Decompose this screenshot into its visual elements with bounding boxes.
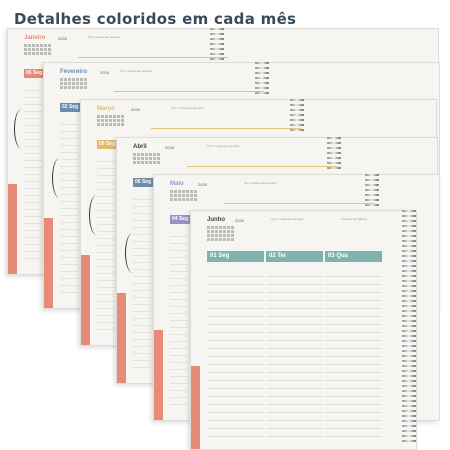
mini-calendar: [24, 44, 51, 55]
headline: Detalhes coloridos em cada mês: [14, 10, 297, 28]
doodle: [125, 233, 140, 273]
spiral-binding: [255, 62, 269, 102]
color-strip: [8, 184, 17, 274]
day-tab-01: 01 Seg: [207, 251, 264, 262]
ruled-lines: [97, 155, 115, 335]
color-strip: [191, 366, 200, 449]
spiral-binding: [402, 210, 416, 448]
year-label: 2026: [165, 145, 174, 150]
month-title: Junho: [207, 217, 225, 223]
day-tab: 05 Seg: [24, 69, 44, 78]
day-tab: 06 Seg: [133, 178, 153, 187]
year-label: 2026: [58, 36, 67, 41]
divider: [114, 91, 264, 92]
year-label: 2026: [100, 70, 109, 75]
doodle: [89, 195, 104, 235]
color-strip: [117, 293, 126, 383]
day-tab: 09 Seg: [97, 140, 117, 149]
habits-note: Controle de hábitos: [341, 217, 368, 221]
divider: [78, 57, 228, 58]
year-label: 2026: [198, 182, 207, 187]
goals-note: Top 3 metas da semana: [171, 106, 204, 110]
color-strip: [154, 330, 163, 420]
goals-note: Top 3 metas da semana: [207, 144, 240, 148]
planner-junho: Junho 2026 Top 3 metas da semana Control…: [190, 210, 417, 450]
day-column-03: [325, 269, 382, 439]
mini-calendar: [133, 153, 160, 164]
spiral-binding: [290, 99, 304, 139]
day-tab-02: 02 Ter: [266, 251, 323, 262]
month-title: Fevereiro: [60, 69, 88, 75]
goals-note: Top 3 metas da semana: [88, 35, 121, 39]
goals-note: Top 3 metas da semana: [120, 69, 153, 73]
ruled-lines: [133, 193, 151, 373]
ruled-lines: [24, 84, 42, 264]
divider: [187, 166, 337, 167]
day-tab: 04 Seg: [170, 215, 190, 224]
goals-note: Top 3 metas da semana: [271, 217, 304, 221]
month-title: Março: [97, 106, 115, 112]
year-label: 2026: [235, 218, 244, 223]
year-label: 2026: [131, 107, 140, 112]
ruled-lines: [170, 230, 188, 410]
day-column-02: [266, 269, 323, 439]
color-strip: [44, 218, 53, 308]
color-strip: [81, 255, 90, 345]
month-title: Janeiro: [24, 35, 46, 41]
spiral-binding: [365, 174, 379, 214]
mini-calendar: [97, 115, 124, 126]
ruled-lines: [60, 118, 78, 298]
month-title: Maio: [170, 181, 184, 187]
mini-calendar: [60, 78, 87, 89]
goals-note: Top 3 metas da semana: [244, 181, 277, 185]
divider: [224, 203, 374, 204]
day-tab: 02 Seg: [60, 103, 80, 112]
spiral-binding: [210, 28, 224, 68]
mini-calendar: [207, 226, 234, 241]
day-column-01: [207, 269, 264, 439]
doodle: [52, 158, 67, 198]
month-title: Abril: [133, 144, 147, 150]
doodle: [14, 109, 29, 149]
divider: [151, 128, 301, 129]
mini-calendar: [170, 190, 197, 201]
spiral-binding: [327, 137, 341, 177]
day-tab-03: 03 Qua: [325, 251, 382, 262]
